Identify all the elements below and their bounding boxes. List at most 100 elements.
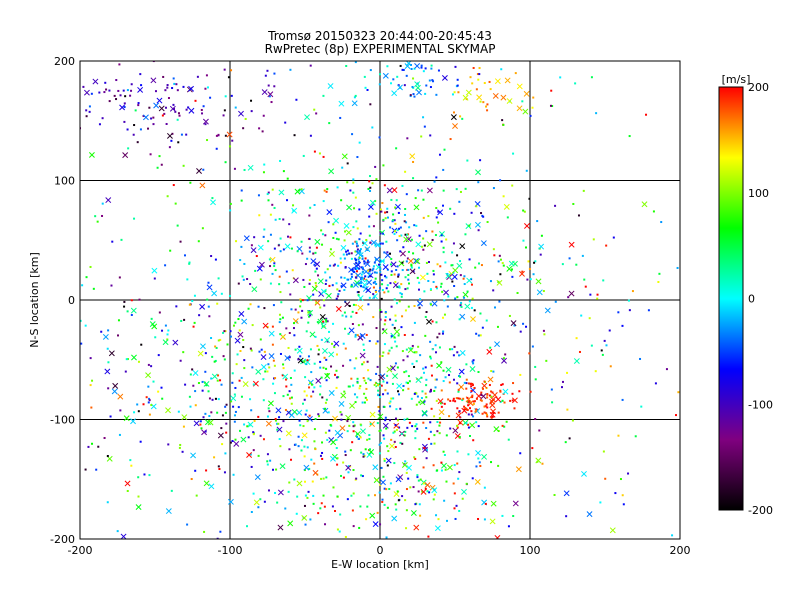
- scatter-dot-marker: [367, 494, 370, 497]
- scatter-cross-marker: [352, 282, 359, 288]
- scatter-dot-marker: [466, 159, 469, 162]
- scatter-dot-marker: [290, 402, 293, 405]
- scatter-dot-marker: [396, 265, 399, 268]
- scatter-dot-marker: [133, 124, 136, 127]
- scatter-dot-marker: [433, 434, 436, 437]
- y-tick-label: 0: [68, 294, 75, 307]
- scatter-dot-marker: [303, 445, 306, 448]
- chart-title: Tromsø 20150323 20:44:00-20:45:43: [267, 29, 492, 43]
- scatter-dot-marker: [356, 156, 359, 159]
- scatter-dot-marker: [282, 335, 285, 338]
- scatter-dot-marker: [531, 345, 534, 348]
- scatter-cross-marker: [407, 258, 414, 265]
- scatter-dot-marker: [336, 186, 339, 189]
- scatter-dot-marker: [165, 122, 168, 125]
- scatter-dot-marker: [168, 146, 171, 149]
- scatter-dot-marker: [263, 307, 266, 310]
- scatter-dot-marker: [534, 378, 537, 381]
- scatter-dot-marker: [161, 397, 164, 400]
- scatter-cross-marker: [284, 243, 291, 250]
- scatter-dot-marker: [452, 242, 455, 245]
- scatter-dot-marker: [356, 377, 359, 380]
- scatter-dot-marker: [380, 384, 383, 387]
- scatter-dot-marker: [318, 415, 321, 418]
- scatter-dot-marker: [303, 469, 306, 472]
- scatter-cross-marker: [334, 429, 341, 436]
- scatter-dot-marker: [423, 446, 426, 449]
- scatter-dot-marker: [398, 426, 401, 429]
- scatter-dot-marker: [226, 343, 229, 346]
- scatter-dot-marker: [395, 428, 398, 431]
- scatter-dot-marker: [400, 326, 403, 329]
- scatter-dot-marker: [269, 213, 272, 216]
- colorbar-label: [m/s]: [722, 73, 751, 86]
- scatter-dot-marker: [325, 476, 328, 479]
- scatter-dot-marker: [210, 377, 213, 380]
- scatter-dot-marker: [292, 209, 295, 212]
- scatter-dot-marker: [249, 398, 252, 401]
- scatter-dot-marker: [243, 168, 246, 171]
- scatter-dot-marker: [341, 166, 344, 169]
- scatter-dot-marker: [362, 377, 365, 380]
- scatter-dot-marker: [435, 216, 438, 219]
- scatter-dot-marker: [427, 279, 430, 282]
- scatter-dot-marker: [252, 449, 255, 452]
- scatter-dot-marker: [308, 214, 311, 217]
- scatter-dot-marker: [278, 217, 281, 220]
- scatter-dot-marker: [266, 453, 269, 456]
- scatter-dot-marker: [367, 303, 370, 306]
- scatter-dot-marker: [347, 471, 350, 474]
- scatter-dot-marker: [274, 218, 277, 221]
- scatter-dot-marker: [415, 423, 418, 426]
- scatter-dot-marker: [478, 67, 481, 70]
- scatter-cross-marker: [494, 78, 501, 85]
- scatter-dot-marker: [550, 89, 553, 92]
- scatter-dot-marker: [194, 469, 197, 472]
- scatter-dot-marker: [378, 410, 381, 413]
- scatter-dot-marker: [490, 370, 493, 373]
- scatter-dot-marker: [406, 137, 409, 140]
- scatter-dot-marker: [545, 359, 548, 362]
- scatter-dot-marker: [315, 284, 318, 287]
- scatter-dot-marker: [590, 344, 593, 347]
- scatter-dot-marker: [490, 395, 493, 398]
- scatter-dot-marker: [427, 437, 430, 440]
- scatter-dot-marker: [383, 437, 386, 440]
- scatter-dot-marker: [367, 269, 370, 272]
- scatter-dot-marker: [281, 316, 284, 319]
- scatter-dot-marker: [136, 141, 139, 144]
- scatter-dot-marker: [352, 430, 355, 433]
- scatter-dot-marker: [389, 282, 392, 285]
- scatter-dot-marker: [250, 349, 253, 352]
- scatter-dot-marker: [105, 88, 108, 91]
- scatter-dot-marker: [467, 423, 470, 426]
- scatter-dot-marker: [214, 397, 217, 400]
- scatter-dot-marker: [392, 78, 395, 81]
- scatter-dot-marker: [126, 89, 129, 92]
- scatter-cross-marker: [451, 273, 458, 280]
- scatter-dot-marker: [472, 400, 475, 403]
- scatter-cross-marker: [260, 364, 267, 370]
- scatter-dot-marker: [386, 251, 389, 254]
- y-tick-label: -200: [50, 533, 75, 546]
- scatter-dot-marker: [461, 399, 464, 402]
- scatter-cross-marker: [504, 77, 511, 84]
- scatter-dot-marker: [304, 376, 307, 379]
- scatter-dot-marker: [512, 382, 515, 385]
- scatter-dot-marker: [437, 210, 440, 213]
- scatter-dot-marker: [120, 238, 123, 241]
- x-axis-ticks: -200 -100 0 100 200: [68, 544, 691, 557]
- scatter-dot-marker: [360, 451, 363, 454]
- scatter-dot-marker: [282, 363, 285, 366]
- scatter-dot-marker: [335, 297, 338, 300]
- scatter-dot-marker: [351, 509, 354, 512]
- scatter-dot-marker: [366, 261, 369, 264]
- scatter-cross-marker: [413, 204, 420, 211]
- scatter-dot-marker: [285, 270, 288, 273]
- scatter-dot-marker: [349, 189, 352, 192]
- scatter-dot-marker: [409, 486, 412, 489]
- plot-frame: [79, 60, 681, 540]
- scatter-dot-marker: [441, 204, 444, 207]
- scatter-cross-marker: [169, 105, 176, 112]
